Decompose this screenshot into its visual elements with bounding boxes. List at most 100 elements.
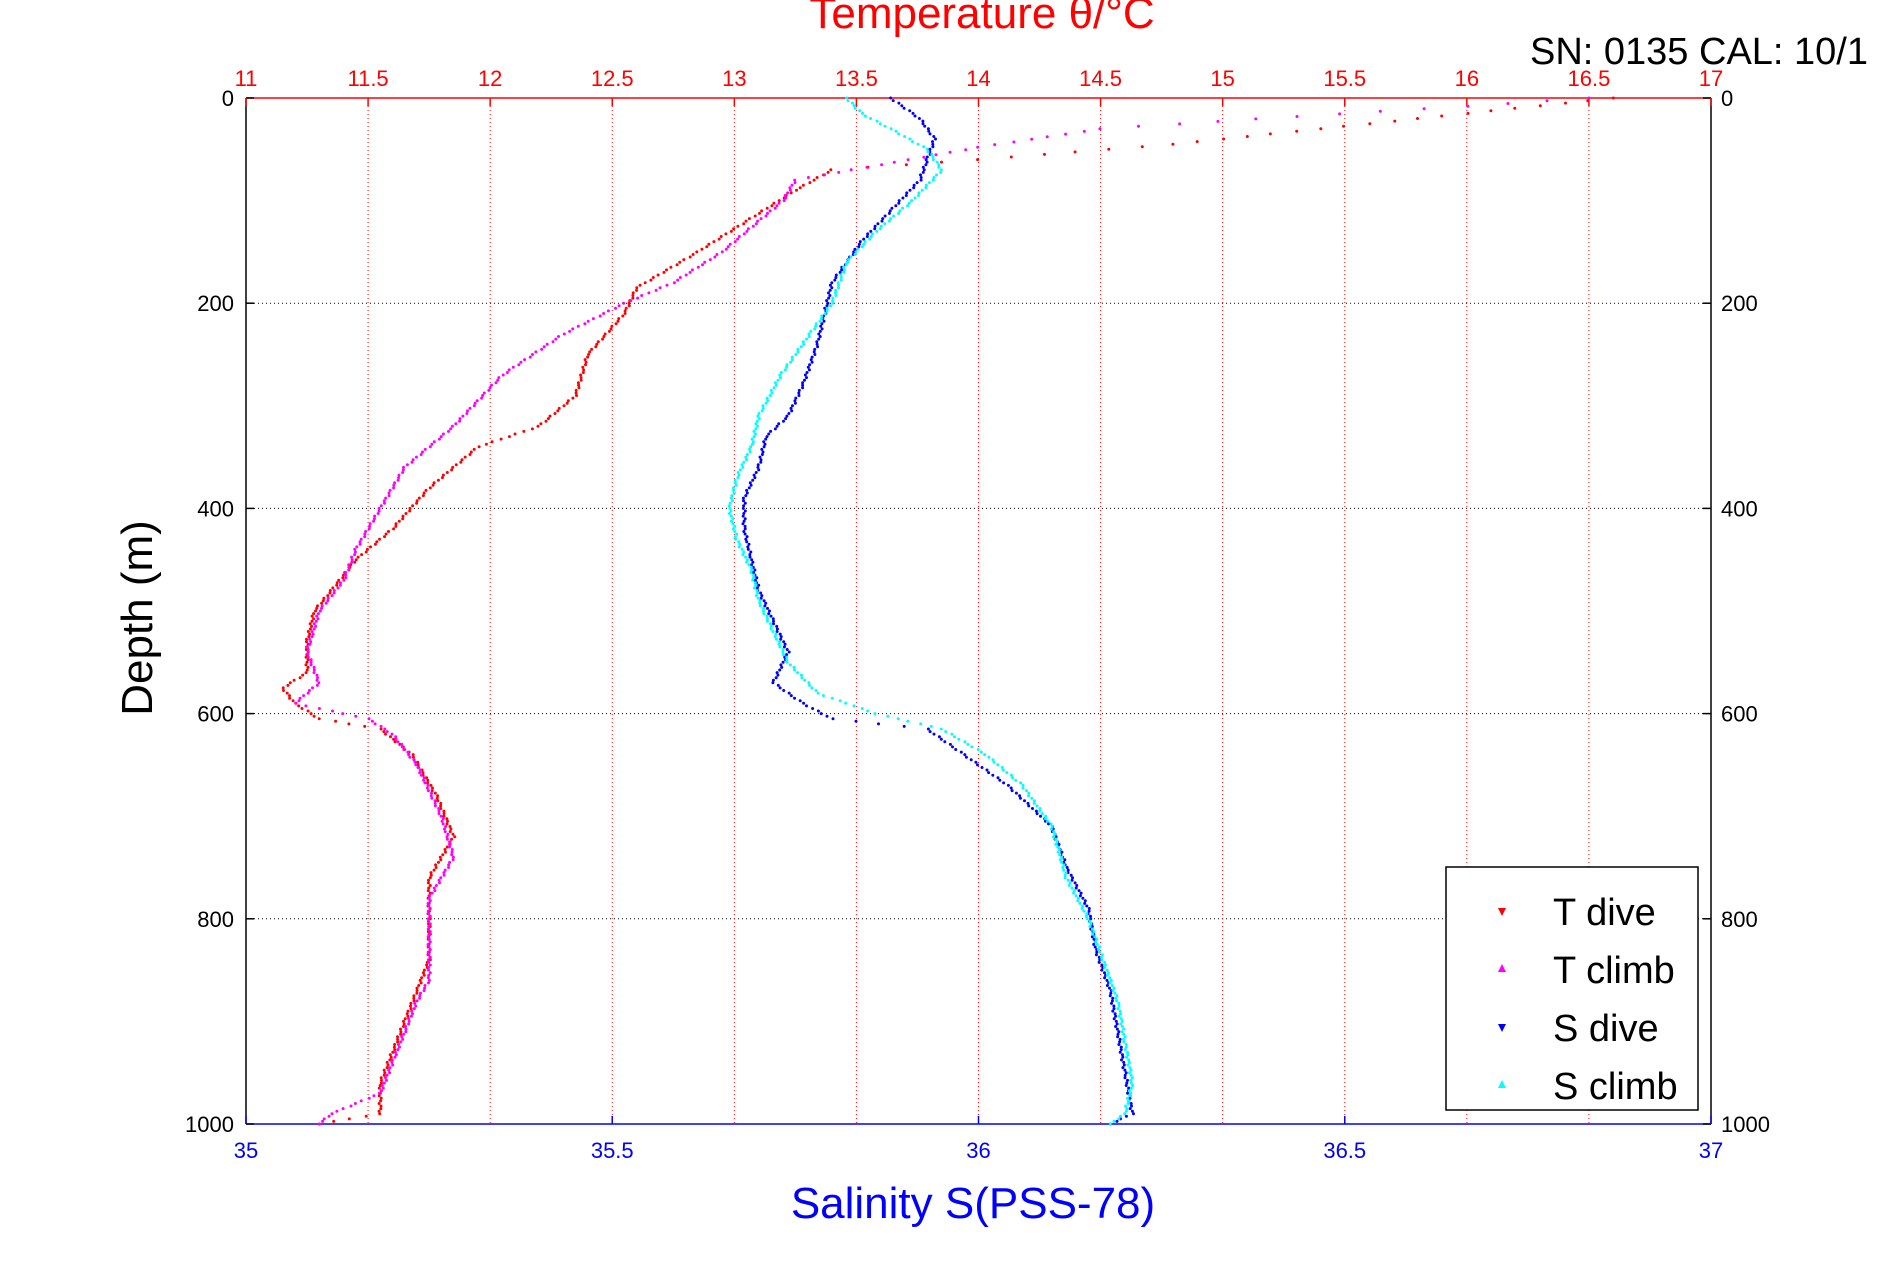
- data-point: [957, 737, 961, 741]
- data-point: [734, 483, 738, 487]
- data-point: [993, 143, 997, 147]
- data-point: [370, 719, 374, 723]
- data-point: [878, 227, 882, 231]
- data-point: [519, 360, 523, 364]
- data-point: [1440, 114, 1444, 118]
- data-point: [818, 329, 822, 333]
- data-point: [447, 429, 450, 433]
- data-point: [1127, 1086, 1131, 1090]
- data-point: [1087, 907, 1091, 910]
- data-point: [818, 319, 822, 323]
- data-point: [389, 735, 392, 739]
- data-point: [787, 650, 791, 654]
- data-point: [1268, 132, 1272, 136]
- data-point: [1109, 978, 1113, 982]
- data-point: [892, 214, 896, 218]
- data-point: [858, 109, 862, 113]
- data-point: [314, 619, 318, 623]
- data-point: [754, 583, 758, 587]
- data-point: [926, 127, 930, 131]
- data-point: [426, 958, 430, 962]
- data-point: [378, 1084, 382, 1087]
- data-point: [785, 653, 789, 657]
- data-point: [412, 994, 416, 998]
- data-point: [472, 447, 476, 451]
- data-point: [892, 160, 896, 164]
- data-point: [301, 673, 305, 677]
- data-point: [778, 373, 782, 377]
- data-point: [849, 255, 853, 259]
- data-point: [1126, 1078, 1129, 1082]
- data-point: [468, 406, 472, 410]
- legend-label: T dive: [1553, 892, 1656, 934]
- data-point: [1128, 1096, 1132, 1100]
- data-point: [755, 576, 759, 580]
- data-point: [415, 986, 419, 990]
- data-point: [438, 881, 441, 885]
- data-point: [743, 527, 747, 531]
- data-point: [400, 745, 404, 749]
- data-point: [866, 232, 870, 236]
- data-point: [1123, 1035, 1127, 1039]
- data-point: [1056, 845, 1060, 849]
- data-point: [376, 512, 380, 515]
- data-point: [442, 814, 446, 818]
- data-point: [743, 532, 747, 536]
- data-point: [1368, 122, 1372, 126]
- data-point: [1075, 884, 1079, 887]
- data-point: [682, 258, 686, 262]
- data-point: [1110, 1001, 1113, 1005]
- data-point: [442, 809, 446, 813]
- data-point: [435, 796, 439, 800]
- data-point: [779, 663, 783, 667]
- data-point: [779, 371, 783, 374]
- data-point: [759, 458, 763, 462]
- data-point: [767, 432, 771, 436]
- data-point: [756, 219, 760, 223]
- data-point: [379, 1107, 383, 1111]
- data-point: [924, 186, 928, 190]
- data-point: [778, 668, 782, 672]
- data-point: [1195, 140, 1199, 144]
- data-point: [427, 937, 431, 941]
- data-point: [816, 345, 820, 349]
- data-point: [901, 206, 905, 210]
- data-point: [453, 835, 457, 839]
- data-point: [737, 235, 741, 238]
- data-point: [1011, 776, 1015, 780]
- data-point: [797, 391, 801, 395]
- data-point: [379, 1104, 383, 1108]
- data-point: [426, 778, 430, 782]
- data-point: [501, 373, 505, 377]
- data-point: [790, 409, 794, 413]
- data-point: [1027, 794, 1031, 798]
- data-point: [401, 1037, 405, 1041]
- data-point: [916, 142, 920, 146]
- data-point: [904, 163, 908, 167]
- data-point: [406, 750, 410, 754]
- data-point: [490, 383, 493, 387]
- data-point: [760, 453, 764, 456]
- data-point: [309, 658, 313, 662]
- data-point: [729, 509, 733, 513]
- data-point: [422, 989, 426, 993]
- data-point: [1078, 894, 1082, 898]
- data-point: [379, 504, 383, 508]
- data-point: [577, 383, 581, 387]
- data-point: [785, 658, 789, 662]
- data-point: [624, 306, 628, 310]
- data-point: [409, 1007, 413, 1011]
- data-point: [825, 714, 829, 718]
- data-point: [415, 989, 419, 993]
- data-point: [815, 342, 819, 346]
- data-point: [631, 294, 635, 297]
- data-point: [985, 768, 989, 772]
- data-point: [1050, 825, 1054, 828]
- data-point: [665, 283, 669, 287]
- data-point: [771, 630, 775, 633]
- data-point: [318, 609, 322, 613]
- data-point: [1052, 830, 1056, 834]
- data-point: [1118, 1009, 1122, 1013]
- data-point: [461, 414, 465, 418]
- data-point: [838, 270, 842, 274]
